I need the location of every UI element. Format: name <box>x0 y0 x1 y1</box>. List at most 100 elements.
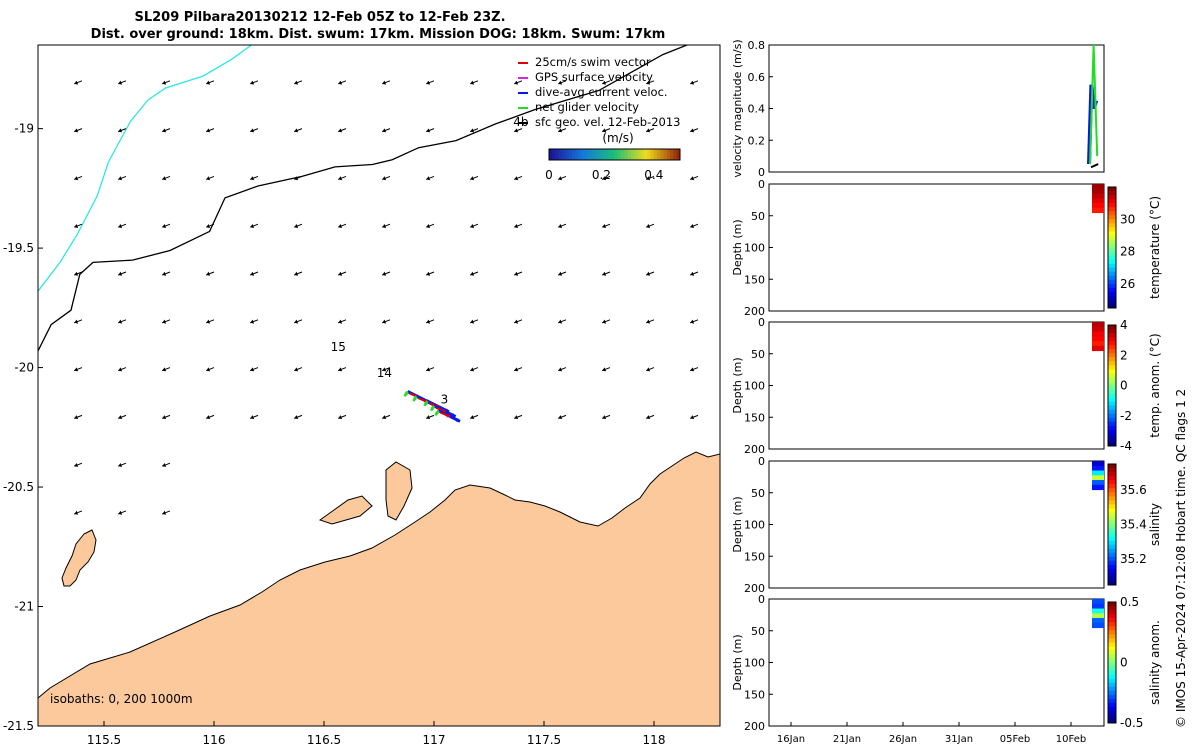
sfc-velocity-arrow <box>74 271 83 276</box>
panel-colorbar-cell <box>1108 377 1116 382</box>
sfc-velocity-arrow <box>602 367 611 372</box>
sfc-velocity-arrow <box>646 175 655 181</box>
glider-track-vectors <box>403 390 461 423</box>
panel-colorbar-tick: -2 <box>1120 409 1132 423</box>
legend-label: 25cm/s swim vector <box>535 55 651 69</box>
sfc-velocity-arrow <box>206 223 215 228</box>
panel-colorbar-label: temperature (°C) <box>1148 196 1162 299</box>
sfc-velocity-arrow <box>558 414 567 420</box>
map-y-tick-label: -21.5 <box>3 719 34 733</box>
sfc-velocity-arrow <box>470 128 479 133</box>
sfc-velocity-arrow <box>602 414 611 420</box>
heatmap-cell <box>1092 336 1104 342</box>
sfc-velocity-arrow <box>118 80 127 85</box>
sfc-velocity-arrow-head <box>690 319 695 324</box>
sfc-velocity-arrow <box>294 80 303 85</box>
sfc-velocity-arrow-head <box>338 367 343 372</box>
panel-colorbar-cell <box>1108 231 1116 236</box>
colorbar-cell <box>558 149 563 160</box>
panel-colorbar-cell <box>1108 658 1116 663</box>
colorbar-cell <box>624 149 629 160</box>
sfc-velocity-arrow-head <box>646 223 651 228</box>
sfc-velocity-arrow-head <box>470 223 475 228</box>
sfc-velocity-arrow-head <box>382 128 387 133</box>
sfc-velocity-arrow-head <box>250 223 255 228</box>
panel-colorbar-cell <box>1108 556 1116 562</box>
credit-text: © IMOS 15-Apr-2024 07:12:08 Hobart time.… <box>1174 389 1188 728</box>
sfc-velocity-arrow <box>294 223 303 228</box>
panel-colorbar-cell <box>1108 393 1116 399</box>
sfc-velocity-arrow-head <box>558 271 563 276</box>
sfc-velocity-arrow-head <box>294 128 299 133</box>
sfc-velocity-arrow <box>646 367 655 372</box>
sfc-velocity-arrow-head <box>558 223 563 228</box>
colorbar-tick-label: 0 <box>545 168 553 182</box>
sfc-velocity-arrow <box>382 271 391 276</box>
sfc-velocity-arrow-head <box>118 367 123 372</box>
panel-colorbar-cell <box>1108 710 1116 716</box>
surface-velocity-vectors <box>74 80 699 515</box>
panel-temp-anom-: 0 50 100 150 200 Depth (m) -4 -2 0 2 4 temp. anom. … <box>731 316 1162 456</box>
sfc-velocity-arrow-head <box>74 319 79 324</box>
island-north <box>318 495 373 525</box>
panel-colorbar-cell <box>1108 714 1116 720</box>
sfc-velocity-arrow-head <box>294 415 299 420</box>
sfc-velocity-arrow-head <box>646 367 651 372</box>
sfc-velocity-arrow-head <box>646 80 651 85</box>
panel-colorbar-cell <box>1108 275 1116 281</box>
sfc-velocity-arrow <box>294 128 303 133</box>
sfc-velocity-arrow <box>470 367 479 372</box>
heatmap-cell <box>1092 475 1104 481</box>
sfc-velocity-arrow <box>338 128 347 133</box>
sfc-velocity-arrow-head <box>118 223 123 228</box>
panel-colorbar-cell <box>1108 698 1116 704</box>
panel-colorbar-cell <box>1108 630 1116 635</box>
sfc-velocity-arrow <box>118 223 127 228</box>
sfc-velocity-arrow-head <box>382 223 387 228</box>
sfc-velocity-arrow <box>162 223 171 228</box>
sfc-velocity-arrow-head <box>338 319 343 324</box>
sfc-velocity-arrow <box>338 367 347 372</box>
sfc-velocity-arrow-head <box>646 271 651 276</box>
panel-colorbar-frame <box>1107 324 1117 447</box>
colorbar-cell <box>663 149 668 160</box>
panel-colorbar-cell <box>1108 369 1116 374</box>
panel-colorbar-tick: 26 <box>1120 277 1135 291</box>
panel-colorbar-cell <box>1108 373 1116 378</box>
panel-colorbar-tick: 0 <box>1120 656 1128 670</box>
panel-colorbar-cell <box>1108 381 1116 386</box>
sfc-velocity-arrow-head <box>690 367 695 372</box>
sfc-velocity-arrow-head <box>206 223 211 228</box>
sfc-velocity-arrow-head <box>558 176 563 181</box>
sfc-velocity-arrow-head <box>338 176 343 181</box>
panel-colorbar-cell <box>1108 365 1116 370</box>
legend-entry: net glider velocity <box>518 100 639 114</box>
legend-label: dive-avg current veloc. <box>535 85 668 99</box>
y-tick-label: 0.2 <box>748 134 766 147</box>
sfc-velocity-arrow-head <box>690 415 695 420</box>
panel-colorbar-cell <box>1108 199 1116 204</box>
panel-colorbar-cell <box>1108 618 1116 623</box>
colorbar-cell <box>653 149 658 160</box>
sfc-velocity-arrow-head <box>558 415 563 420</box>
colorbar-cell <box>647 149 652 160</box>
sfc-velocity-arrow <box>162 510 171 515</box>
panel-colorbar-cell <box>1108 429 1116 435</box>
sfc-velocity-arrow-head <box>250 176 255 181</box>
net-glider-arrow <box>412 395 418 402</box>
map-y-ticks: -19 -19.5 -20 -20.5 -21 -21.5 <box>3 122 43 733</box>
sfc-velocity-arrow-head <box>426 319 431 324</box>
sfc-velocity-arrow <box>470 223 479 228</box>
legend-label: GPS surface velocity <box>535 70 653 84</box>
panel-colorbar-cell <box>1108 464 1116 469</box>
y-axis-label: Depth (m) <box>731 496 744 552</box>
panel-colorbar-cell <box>1108 187 1116 192</box>
title-line-2: Dist. over ground: 18km. Dist. swum: 17k… <box>91 27 666 42</box>
panel-colorbar-cell <box>1108 417 1116 423</box>
sfc-velocity-arrow-head <box>470 128 475 133</box>
sfc-velocity-arrow <box>382 367 391 372</box>
legend-entry: dive-avg current veloc. <box>518 85 668 99</box>
sfc-velocity-arrow-head <box>250 319 255 324</box>
sfc-velocity-arrow-head <box>514 128 519 133</box>
